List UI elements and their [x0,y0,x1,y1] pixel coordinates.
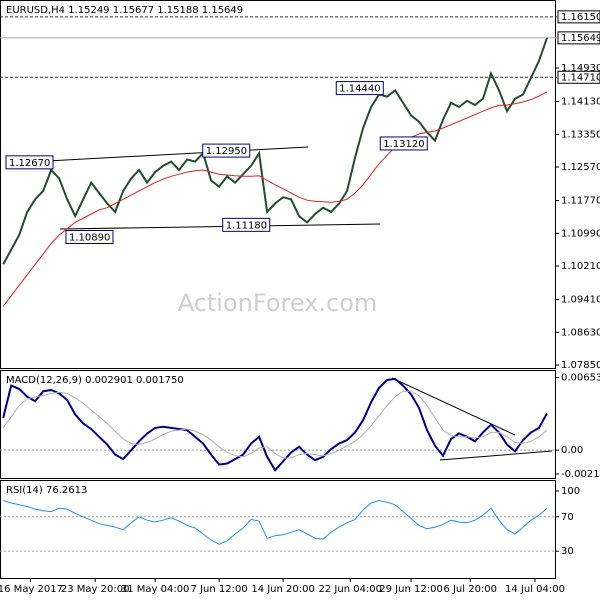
y-tick-label: 1.07850 [561,360,600,371]
trendlines [9,146,553,461]
panel-frame [0,480,556,579]
series-line [3,499,548,545]
level-label-box [557,10,600,24]
y-tick-label: 100 [561,486,580,497]
y-tick-label: 1.08630 [561,327,600,338]
annotation-box [5,155,54,170]
x-tick-label: 14 Jun 20:00 [251,584,315,595]
y-tick-label: 1.14130 [561,97,600,108]
trendline [391,377,516,436]
annotation-box [202,143,251,158]
level-label-box [557,70,600,84]
annotation: 1.14440 [339,84,380,95]
annotation: 1.11180 [226,220,267,231]
series-line [2,377,548,472]
x-tick-label: 14 Jul 04:00 [505,584,565,595]
annotation-box [379,136,428,151]
level-label: 1.16150 [561,12,600,23]
panel-frame [0,370,556,479]
trendline [9,146,309,164]
series-line [2,91,548,307]
y-tick-label: -0.002138 [561,469,600,480]
annotation: 1.13120 [383,139,424,150]
x-tick-label: 6 Jul 20:00 [443,584,497,595]
y-tick-label: 1.10210 [561,261,600,272]
x-tick-label: 29 Jun 12:00 [379,584,443,595]
annotation: 1.12950 [206,146,247,157]
y-tick-label: 1.09410 [561,295,600,306]
annotation-box [335,81,384,96]
trendline [439,450,553,461]
panel-frame [0,0,556,369]
series-line [2,37,548,265]
y-tick-label: 1.14930 [561,63,600,74]
x-tick-label: 23 May 20:00 [61,584,130,595]
y-tick-label: 1.10990 [561,228,600,239]
y-tick-label: 30 [561,546,574,557]
level-label: 1.14710 [561,72,600,83]
y-tick-label: 1.11770 [561,196,600,207]
y-tick-label: 70 [561,512,574,523]
annotation: 1.12670 [9,158,50,169]
x-tick-label: 16 May 2017 [0,584,63,595]
x-tick-label: 7 Jun 12:00 [191,584,248,595]
annotation-box [65,230,114,245]
y-tick-label: 0.00653 [561,372,600,383]
panel-title: EURUSD,H4 1.15249 1.15677 1.15188 1.1564… [6,5,243,16]
y-tick-label: 0.00 [561,445,583,456]
level-label: 1.15649 [561,33,600,44]
y-tick-label: 1.13350 [561,129,600,140]
panel-title: RSI(14) 76.2613 [6,485,87,496]
y-tick-label: 1.12570 [561,162,600,173]
annotation-box [222,217,271,232]
x-tick-label: 31 May 04:00 [121,584,190,595]
watermark: ActionForex.com [178,289,378,317]
series-line [2,390,548,459]
x-tick-label: 22 Jun 04:00 [319,584,383,595]
annotation: 1.10890 [69,233,110,244]
panel-title: MACD(12,26,9) 0.002901 0.001750 [6,375,184,386]
level-label-box [557,31,600,45]
trendline [59,223,381,230]
